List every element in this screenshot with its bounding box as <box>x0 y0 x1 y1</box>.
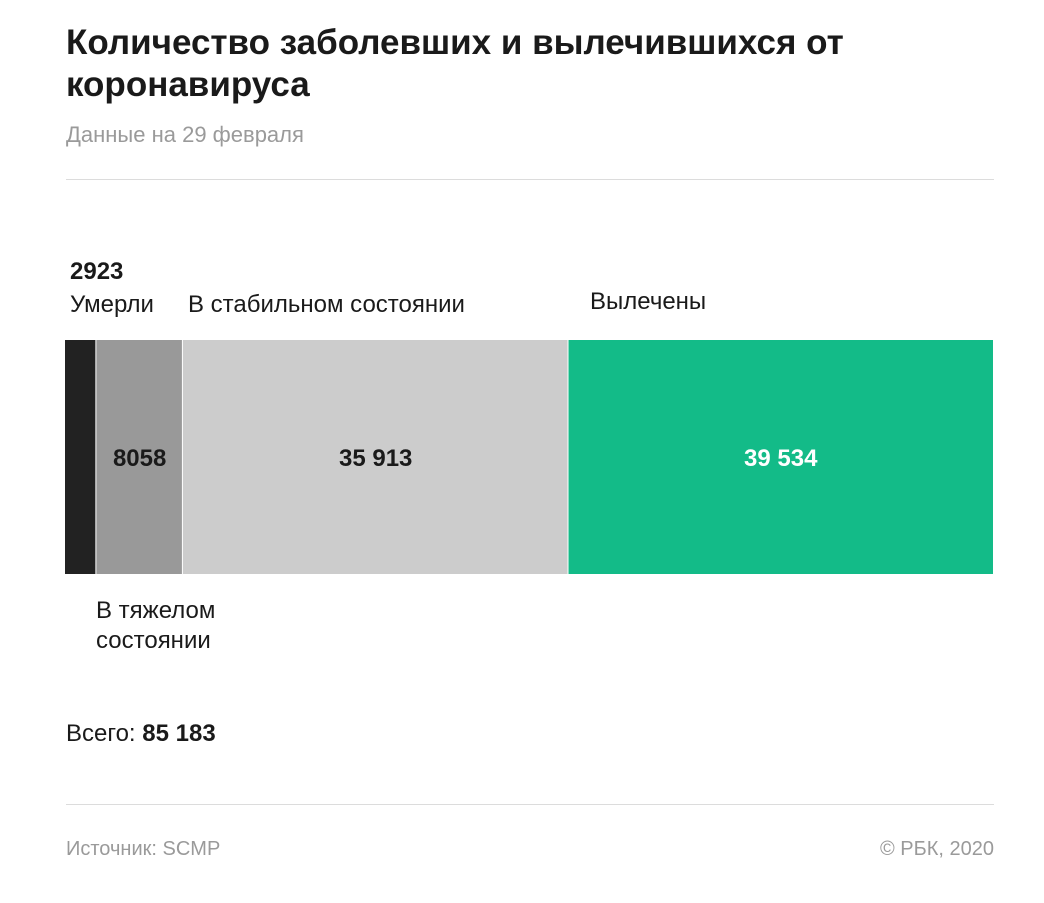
chart-subtitle: Данные на 29 февраля <box>66 122 304 147</box>
source-note: Источник: SCMP <box>66 838 221 860</box>
top-divider <box>66 179 994 180</box>
severe-category-label-line2: состоянии <box>96 627 211 654</box>
bar-segment-died <box>65 340 97 574</box>
recovered-category-label: Вылечены <box>590 288 707 315</box>
bar-value-label-recovered: 39 534 <box>744 445 818 472</box>
died-value-label: 2923 <box>70 258 124 285</box>
bar-segment-recovered <box>568 340 993 574</box>
bar-segment-stable <box>182 340 569 574</box>
died-category-label: Умерли <box>70 291 154 318</box>
total-value: 85 183 <box>142 720 216 747</box>
total-summary: Всего: 85 183 <box>66 720 216 748</box>
bottom-divider <box>66 804 994 805</box>
stable-category-label: В стабильном состоянии <box>188 291 465 318</box>
copyright-note: © РБК, 2020 <box>879 838 994 860</box>
bar-value-label-stable: 35 913 <box>339 445 412 472</box>
severe-category-label-line1: В тяжелом <box>96 597 216 624</box>
bar-value-label-severe: 8058 <box>113 445 166 472</box>
total-label: Всего: <box>66 720 136 747</box>
chart-title: Количество заболевших и вылечившихся от … <box>66 23 844 104</box>
bar-segment-severe <box>96 340 183 574</box>
